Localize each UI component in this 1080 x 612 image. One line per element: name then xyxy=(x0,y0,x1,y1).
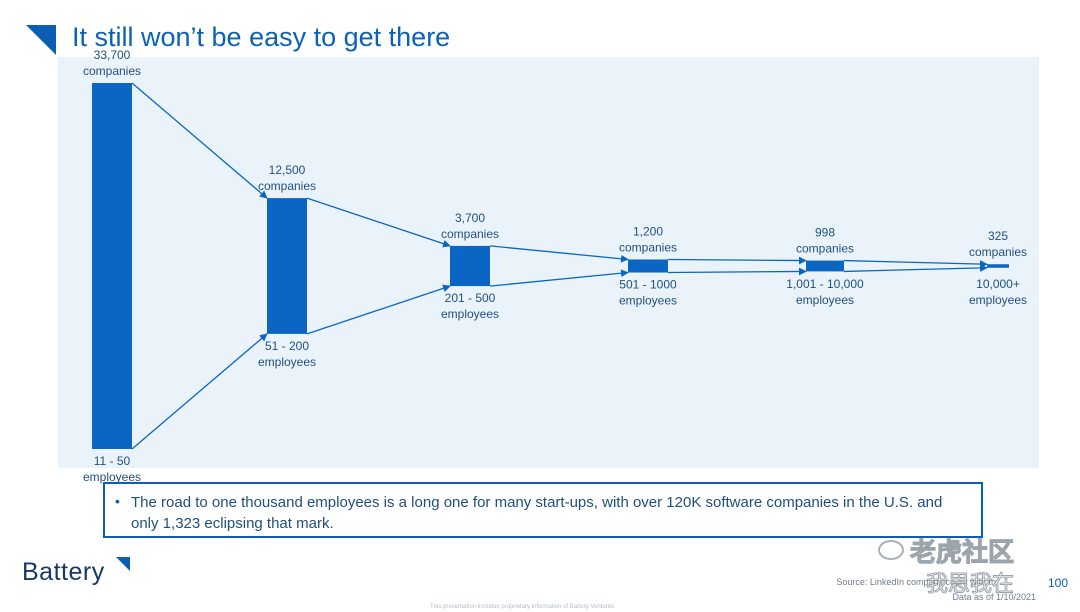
logo-triangle-icon xyxy=(116,557,130,571)
funnel-bar-1 xyxy=(92,83,132,449)
companies-label-2: companies xyxy=(258,179,316,193)
employees-label-6: employees xyxy=(969,293,1027,307)
bullet-point: • xyxy=(115,493,120,509)
companies-label-4: companies xyxy=(619,240,677,254)
companies-label-3: companies xyxy=(441,227,499,241)
watermark: 老虎社区 我思我在 xyxy=(870,530,1070,600)
funnel-connector-top-5 xyxy=(843,259,988,268)
callout-box: • The road to one thousand employees is … xyxy=(103,482,983,538)
watermark-line-1: 老虎社区 xyxy=(909,537,1015,568)
companies-label-6: companies xyxy=(969,245,1027,259)
battery-logo: Battery xyxy=(22,558,105,586)
companies-label-1: companies xyxy=(83,64,141,78)
employee-range-label-5: 1,001 - 10,000 xyxy=(786,277,864,291)
funnel-connector-bottom-1 xyxy=(131,333,268,450)
wechat-icon xyxy=(878,540,904,560)
data-date: Data as of 1/10/2021 xyxy=(952,592,1036,602)
employee-range-label-2: 51 - 200 xyxy=(265,339,309,353)
funnel-bar-6 xyxy=(987,264,1009,268)
funnel-connector-bottom-2 xyxy=(306,284,451,335)
footer-disclaimer: This presentation includes proprietary i… xyxy=(430,604,615,610)
employees-label-1: employees xyxy=(83,470,141,484)
watermark-line-2: 我思我在 xyxy=(925,571,1015,597)
company-count-label-2: 12,500 xyxy=(269,163,306,177)
funnel-connector-top-2 xyxy=(306,197,451,248)
source-note: Source: LinkedIn company count with th xyxy=(836,577,996,587)
corner-accent-mark xyxy=(26,25,56,55)
employee-range-label-6: 10,000+ xyxy=(976,277,1020,291)
employee-range-label-4: 501 - 1000 xyxy=(619,278,677,292)
company-count-label-4: 1,200 xyxy=(633,224,663,238)
employees-label-5: employees xyxy=(796,293,854,307)
funnel-connector-top-1 xyxy=(131,82,268,199)
employees-label-2: employees xyxy=(258,355,316,369)
chart-panel xyxy=(58,57,1039,468)
employees-label-3: employees xyxy=(441,307,499,321)
employee-range-label-1: 11 - 50 xyxy=(94,454,131,468)
funnel-connector-bottom-4 xyxy=(667,267,807,276)
slide-title: It still won’t be easy to get there xyxy=(72,22,451,52)
funnel-connector-top-3 xyxy=(489,245,629,263)
company-count-label-1: 33,700 xyxy=(94,48,131,62)
funnel-bar-3 xyxy=(450,245,490,287)
company-count-label-5: 998 xyxy=(815,226,835,240)
employee-range-label-3: 201 - 500 xyxy=(445,291,496,305)
callout-text: The road to one thousand employees is a … xyxy=(131,494,943,532)
company-count-label-6: 325 xyxy=(988,229,1008,243)
funnel-bar-2 xyxy=(267,198,307,334)
company-count-label-3: 3,700 xyxy=(455,211,485,225)
funnel-bar-5 xyxy=(806,260,844,272)
companies-label-5: companies xyxy=(796,242,854,256)
funnel-connector-top-4 xyxy=(667,256,807,265)
employees-label-4: employees xyxy=(619,294,677,308)
funnel-bar-4 xyxy=(628,259,668,273)
page-number: 100 xyxy=(1047,576,1068,590)
funnel-connector-bottom-3 xyxy=(489,269,629,287)
funnel-connector-bottom-5 xyxy=(843,264,988,273)
